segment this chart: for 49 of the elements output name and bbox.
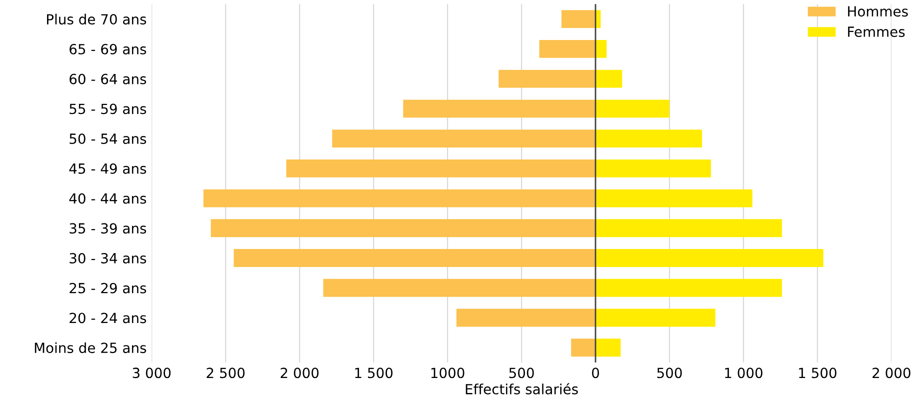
bar [323,278,596,297]
bar [539,40,596,58]
y-tick-label: 40 - 44 ans [69,193,146,204]
x-tick-label: 2 000 [872,368,910,378]
bar [596,308,716,327]
y-tick-label: 45 - 49 ans [69,163,146,174]
x-axis-title: Effectifs salariés [466,383,578,394]
x-tick-label: 2 500 [206,368,245,378]
bar [596,338,621,357]
y-tick-label: 60 - 64 ans [70,74,146,84]
x-tick-label: 500 [509,368,534,378]
bar [286,159,596,178]
x-tick-label: 2 000 [280,368,319,378]
x-tick-label: 3 000 [132,368,171,378]
bar [498,70,596,88]
bar [403,100,596,118]
y-tick-label: Moins de 25 ans [34,342,146,354]
legend-label: Femmes [848,26,905,38]
x-tick-label: 1 500 [355,368,393,378]
bar [596,100,670,118]
y-tick-label: 55 - 59 ans [70,104,146,114]
y-tick-label: Plus de 70 ans [47,14,146,25]
y-tick-label: 20 - 24 ans [70,312,146,324]
bar [596,159,711,178]
bar [210,219,596,238]
x-tick-label: 500 [657,368,682,378]
y-tick-label: 50 - 54 ans [70,134,146,144]
bar [596,219,782,238]
bar [561,10,596,28]
x-tick-label: 0 [592,368,600,378]
bar [456,308,596,327]
bar [596,130,702,148]
bar [332,130,596,148]
bar [571,338,596,357]
x-tick-label: 1 000 [725,368,762,378]
x-tick-label: 1000 [431,368,464,378]
x-tick-label: 1 500 [799,368,836,378]
bar [203,189,596,208]
y-tick-label: 35 - 39 ans [70,223,146,234]
bar [596,249,824,267]
legend-label: Hommes [848,6,908,17]
bar [596,70,622,88]
bar [596,189,752,208]
bar [596,278,782,297]
bar [234,249,596,267]
bar [596,40,607,58]
y-tick-label: 30 - 34 ans [70,252,146,264]
y-tick-label: 25 - 29 ans [70,282,146,294]
y-tick-label: 65 - 69 ans [70,44,146,54]
